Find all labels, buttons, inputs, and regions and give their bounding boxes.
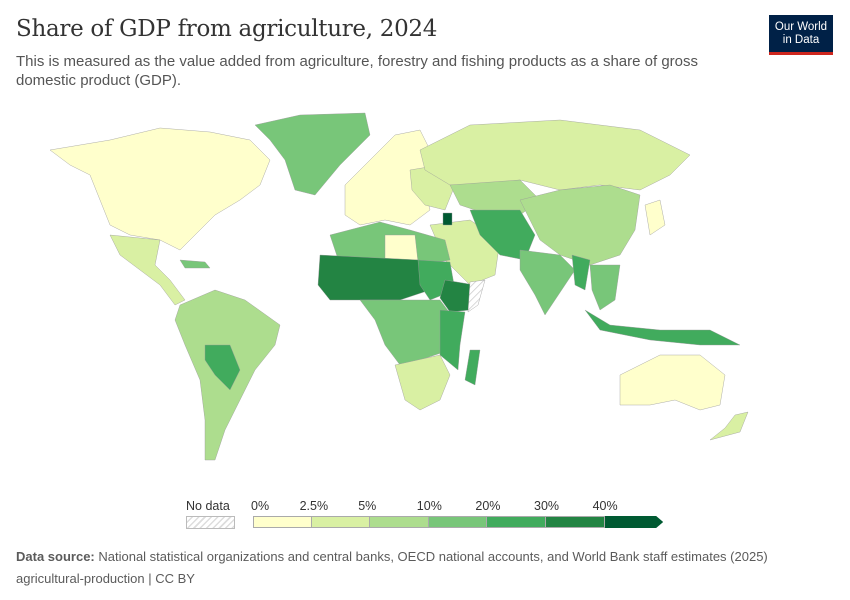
- region-horn-no-data[interactable]: [467, 279, 486, 313]
- legend-bin-6[interactable]: [604, 516, 664, 528]
- region-sahel[interactable]: [317, 254, 431, 301]
- legend-bin-4[interactable]: [487, 516, 546, 528]
- legend-tick-0: 0%: [251, 499, 270, 513]
- legend-tick-5: 30%: [534, 499, 560, 513]
- logo-line1: Our World: [774, 20, 828, 33]
- source-label: Data source:: [16, 549, 95, 564]
- legend-tick-2: 5%: [358, 499, 377, 513]
- footer: Data source: National statistical organi…: [16, 546, 768, 590]
- region-madagascar[interactable]: [464, 349, 481, 386]
- legend-bin-2[interactable]: [370, 516, 429, 528]
- region-syria[interactable]: [442, 212, 453, 226]
- region-mexico-central-america[interactable]: [109, 234, 186, 306]
- region-greenland[interactable]: [254, 112, 371, 196]
- legend-tick-4: 20%: [475, 499, 501, 513]
- region-caribbean[interactable]: [179, 259, 211, 269]
- region-australia[interactable]: [619, 354, 726, 411]
- region-russia[interactable]: [419, 119, 691, 191]
- legend-no-data-swatch[interactable]: [186, 516, 235, 529]
- logo-line2: in Data: [782, 33, 820, 46]
- region-indonesia[interactable]: [584, 309, 741, 346]
- region-southeast-asia[interactable]: [589, 264, 621, 311]
- legend-tick-1: 2.5%: [299, 499, 329, 513]
- legend-bin-3[interactable]: [428, 516, 488, 528]
- region-new-zealand[interactable]: [709, 411, 749, 441]
- world-map[interactable]: [0, 100, 850, 490]
- legend-tick-6: 40%: [592, 499, 618, 513]
- legend-bin-0[interactable]: [253, 516, 312, 528]
- legend-no-data-label: No data: [186, 499, 230, 513]
- region-japan[interactable]: [644, 199, 666, 236]
- legend-bin-1[interactable]: [311, 516, 371, 528]
- region-india[interactable]: [519, 249, 576, 316]
- region-china[interactable]: [519, 184, 641, 266]
- legend-bin-5[interactable]: [546, 516, 605, 528]
- region-southern-africa[interactable]: [394, 354, 451, 411]
- region-north-america[interactable]: [49, 127, 271, 251]
- region-libya[interactable]: [384, 234, 419, 263]
- chart-title: Share of GDP from agriculture, 2024: [16, 16, 438, 42]
- region-myanmar[interactable]: [571, 254, 591, 291]
- owid-logo[interactable]: Our World in Data: [769, 15, 833, 55]
- legend-tick-3: 10%: [416, 499, 442, 513]
- region-bolivia-paraguay[interactable]: [204, 344, 241, 391]
- region-east-africa[interactable]: [439, 309, 466, 371]
- chart-subtitle: This is measured as the value added from…: [16, 53, 699, 89]
- chart-slug-license: agricultural-production | CC BY: [16, 571, 195, 586]
- source-text: National statistical organizations and c…: [98, 549, 768, 564]
